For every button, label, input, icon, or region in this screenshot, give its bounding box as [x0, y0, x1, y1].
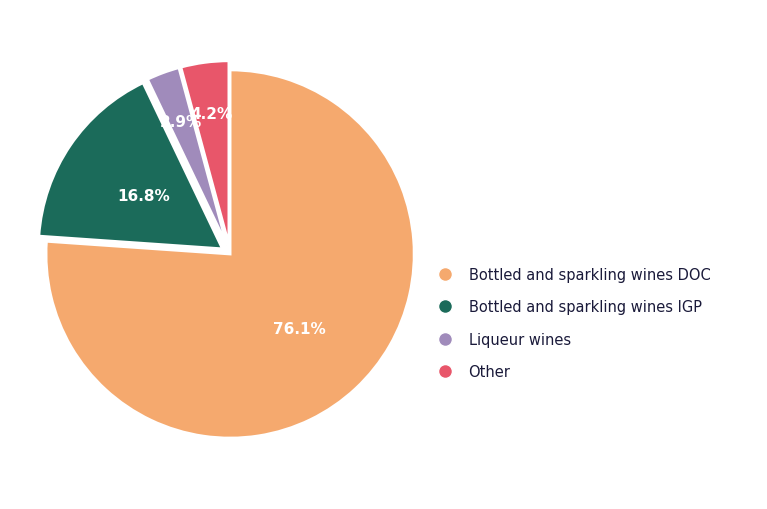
Wedge shape — [147, 69, 227, 246]
Wedge shape — [181, 62, 229, 245]
Text: 16.8%: 16.8% — [117, 188, 170, 203]
Text: 4.2%: 4.2% — [190, 107, 232, 122]
Legend: Bottled and sparkling wines DOC, Bottled and sparkling wines IGP, Liqueur wines,: Bottled and sparkling wines DOC, Bottled… — [431, 267, 710, 380]
Wedge shape — [46, 71, 414, 438]
Wedge shape — [39, 83, 222, 249]
Text: 2.9%: 2.9% — [160, 115, 202, 129]
Text: 76.1%: 76.1% — [273, 321, 325, 336]
